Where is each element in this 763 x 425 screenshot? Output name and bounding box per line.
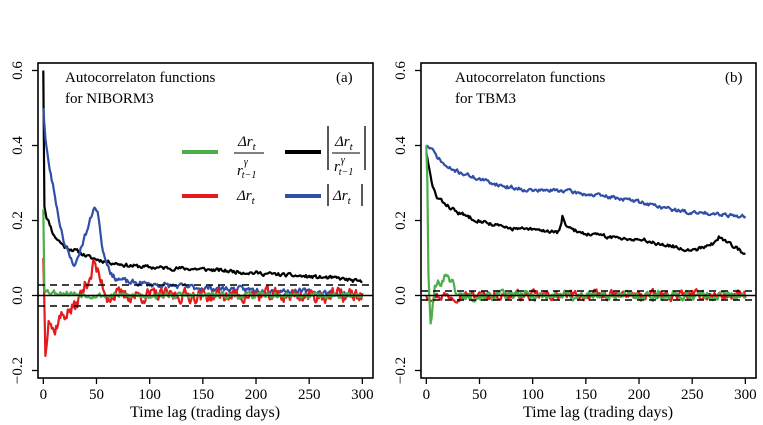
panel-a-x-axis-label: Time lag (trading days) (130, 404, 280, 421)
panel-a-y-tick-label-2: 0.2 (10, 211, 26, 230)
panel-b-y-tick-label-2: 0.2 (393, 211, 409, 230)
panel-a-x-tick-label-6: 300 (351, 387, 374, 403)
legend-green-denominator: rγ t−1 (237, 157, 256, 181)
legend-black-denominator: rγ t−1 (334, 155, 353, 178)
panel-a-label: (a) (336, 70, 353, 86)
panel-a-x-tick-label-1: 50 (89, 387, 104, 403)
panel-a-series (42, 70, 364, 357)
panel-b-axes: 0 50 100 150 200 250 300 −0.2 0.0 0.2 0.4 0.6 (393, 61, 757, 403)
legend: Δrt rγ t−1 Δrt rγ t−1 Δrt Δrt (182, 126, 366, 207)
panel-b-y-tick-label-1: 0.0 (393, 286, 409, 305)
panel-a-axes: 0 50 100 150 200 250 300 −0.2 0.0 0.2 0.4 0.6 (10, 61, 374, 403)
panel-a-x-tick-label-2: 100 (138, 387, 161, 403)
panel-a-y-tick-label-3: 0.4 (10, 136, 26, 155)
panel-a-frame (37, 62, 374, 379)
panel-b-y-tick-label-4: 0.6 (393, 61, 409, 80)
legend-red-label: Δrt (236, 188, 256, 207)
panel-b: 0 50 100 150 200 250 300 −0.2 0.0 0.2 0.4 0.6 Autoc… (393, 61, 757, 421)
panel-a-y-tick-label-1: 0.0 (10, 286, 26, 305)
panel-b-title-line-1: Autocorrelaton functions (455, 70, 606, 86)
panel-b-x-tick-label-6: 300 (734, 387, 757, 403)
panel-b-series-0-line (425, 144, 747, 219)
panel-b-label: (b) (725, 70, 743, 86)
panel-a-title-line-1: Autocorrelaton functions (65, 70, 216, 86)
panel-b-series (425, 144, 747, 325)
panel-a: 0 50 100 150 200 250 300 −0.2 0.0 0.2 0.4 0.6 Autoc… (10, 61, 374, 421)
panel-b-series-1-line (425, 152, 746, 255)
panel-a-series-2-line (42, 257, 364, 357)
panel-b-confidence-band (421, 290, 756, 301)
panel-b-x-tick-label-1: 50 (472, 387, 487, 403)
legend-green-numerator: Δrt (237, 134, 257, 153)
panel-b-y-tick-label-0: −0.2 (393, 357, 409, 384)
panel-a-y-tick-label-0: −0.2 (10, 357, 26, 384)
panel-a-series-3-line (42, 209, 364, 301)
panel-a-title-line-2: for NIBORM3 (65, 91, 154, 107)
legend-blue-label: Δrt (332, 188, 352, 207)
panel-b-y-tick-label-3: 0.4 (393, 136, 409, 155)
panel-a-series-0-line (42, 70, 363, 284)
panel-b-title-line-2: for TBM3 (455, 91, 516, 107)
panel-a-x-tick-label-0: 0 (40, 387, 48, 403)
legend-black-numerator: Δrt (334, 134, 354, 153)
panel-a-x-tick-label-4: 200 (245, 387, 268, 403)
panel-b-x-tick-label-0: 0 (423, 387, 431, 403)
panel-a-x-tick-label-5: 250 (298, 387, 321, 403)
panel-a-x-tick-label-3: 150 (192, 387, 215, 403)
panel-b-x-axis-label: Time lag (trading days) (523, 404, 673, 421)
panel-b-x-tick-label-3: 150 (575, 387, 598, 403)
panel-b-x-tick-label-4: 200 (628, 387, 651, 403)
panel-b-x-tick-label-5: 250 (681, 387, 704, 403)
panel-a-y-tick-label-4: 0.6 (10, 61, 26, 80)
panel-a-confidence-band (38, 284, 373, 307)
panel-b-x-tick-label-2: 100 (521, 387, 544, 403)
